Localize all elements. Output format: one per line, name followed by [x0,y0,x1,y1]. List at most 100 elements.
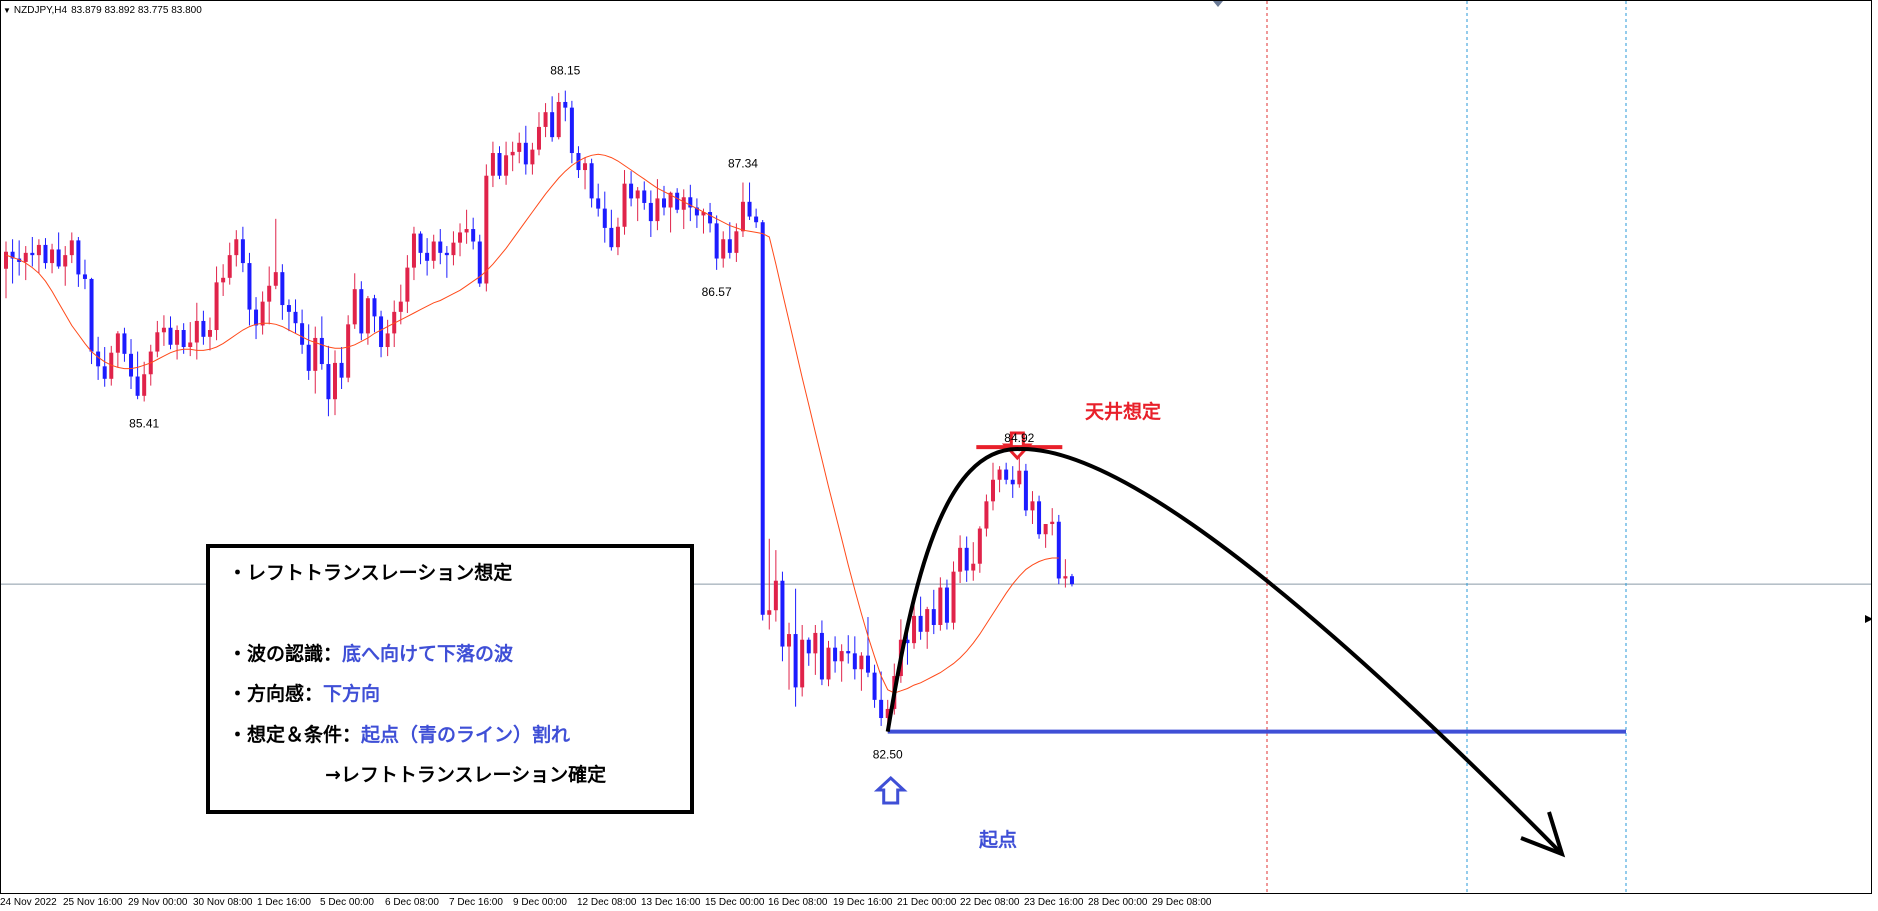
candle [648,190,653,237]
candle-body [431,241,436,261]
candle [734,223,739,262]
candle [931,589,936,635]
candle-body [50,249,55,264]
moving-average-line [5,153,1059,694]
quote-high: 83.892 [104,5,136,16]
candle-body [859,655,864,670]
candle-body [668,192,673,208]
candle [36,239,41,274]
time-axis: 24 Nov 2022 25 Nov 16:00 29 Nov 00:00 30 No… [0,896,1872,911]
candle [50,243,55,274]
candle-body [471,229,476,242]
candle-body [602,208,607,228]
candle-body [767,610,772,615]
candle [398,284,403,325]
candle [780,571,785,662]
chart-shift-marker-icon[interactable] [1213,1,1223,7]
candle-body [977,528,982,564]
candle-body [675,192,680,210]
candle-body [701,212,706,216]
candle [846,635,851,664]
candle-body [681,197,686,210]
candle [984,494,989,537]
note-line-2-value: 底へ向けて下落の波 [342,643,514,665]
candle-body [43,244,48,264]
candle-body [280,272,285,306]
candle [155,320,160,358]
candle [523,125,528,175]
candle [668,191,673,233]
candle [168,316,173,350]
candle [629,171,634,207]
candle [583,157,588,190]
candle-body [129,353,134,377]
candle-body [23,252,28,262]
candle [142,361,147,402]
candle-body [490,153,495,176]
time-axis-label: 28 Dec 00:00 [1088,897,1148,908]
candle-body [411,233,416,268]
candle [254,297,259,340]
candle-body [96,351,101,367]
candle [221,264,226,296]
candle-body [727,239,732,253]
candle [681,189,686,230]
candle-body [523,142,528,165]
candle-body [477,241,482,284]
candle [793,588,798,707]
candle-body [451,242,456,256]
candle-body [135,376,140,396]
candle [1010,466,1015,498]
candle-body [543,112,548,127]
candle-body [800,639,805,688]
candle-body [194,320,199,343]
price-plot[interactable]: 88.15 87.34 86.57 85.41 84.92 82.50 [1,1,1872,894]
time-axis-label: 23 Dec 16:00 [1024,897,1084,908]
top-assumption-label: 天井想定 [1085,401,1162,423]
candle [135,351,140,400]
candle-body [352,289,357,325]
quote-open: 83.879 [71,5,102,16]
candle-body [872,672,877,700]
candle-body [747,201,752,217]
candle [333,350,337,416]
candle-body [234,239,239,256]
candle [806,637,811,666]
candle-body [885,708,890,719]
candle-body [254,309,259,326]
candle [115,331,120,368]
candle-body [655,198,660,222]
candle [1030,491,1035,525]
candle-body [944,587,949,623]
candle [69,232,74,264]
candle [944,579,949,630]
dropdown-triangle-icon[interactable]: ▼ [3,6,11,15]
note-line-4-value: 起点（青のライン）割れ [361,724,571,746]
candle [839,644,844,682]
candle-body [991,479,995,502]
candle-body [1037,501,1042,535]
note-line-1: ・レフトトランスレーション想定 [228,562,513,584]
time-axis-label: 16 Dec 08:00 [768,897,828,908]
candle [273,218,278,290]
candle [1050,508,1055,536]
candle-body [865,655,870,673]
candle-body [958,547,963,572]
time-axis-label: 21 Dec 00:00 [897,897,957,908]
candle [662,185,666,216]
candle [510,141,515,172]
candle-body [1056,521,1061,579]
candle-body [536,126,541,150]
candle-body [359,289,364,334]
candle [536,112,541,156]
time-axis-label: 13 Dec 16:00 [641,897,701,908]
candle-body [63,255,68,267]
candle [740,182,745,237]
candle [280,264,285,320]
candle [694,198,699,228]
candle [319,316,324,370]
chart-area[interactable]: 88.15 87.34 86.57 85.41 84.92 82.50 ▼ NZDJPY,H… [0,0,1872,894]
candle-body [642,190,647,203]
candle [1069,573,1074,587]
candle [1063,559,1068,588]
